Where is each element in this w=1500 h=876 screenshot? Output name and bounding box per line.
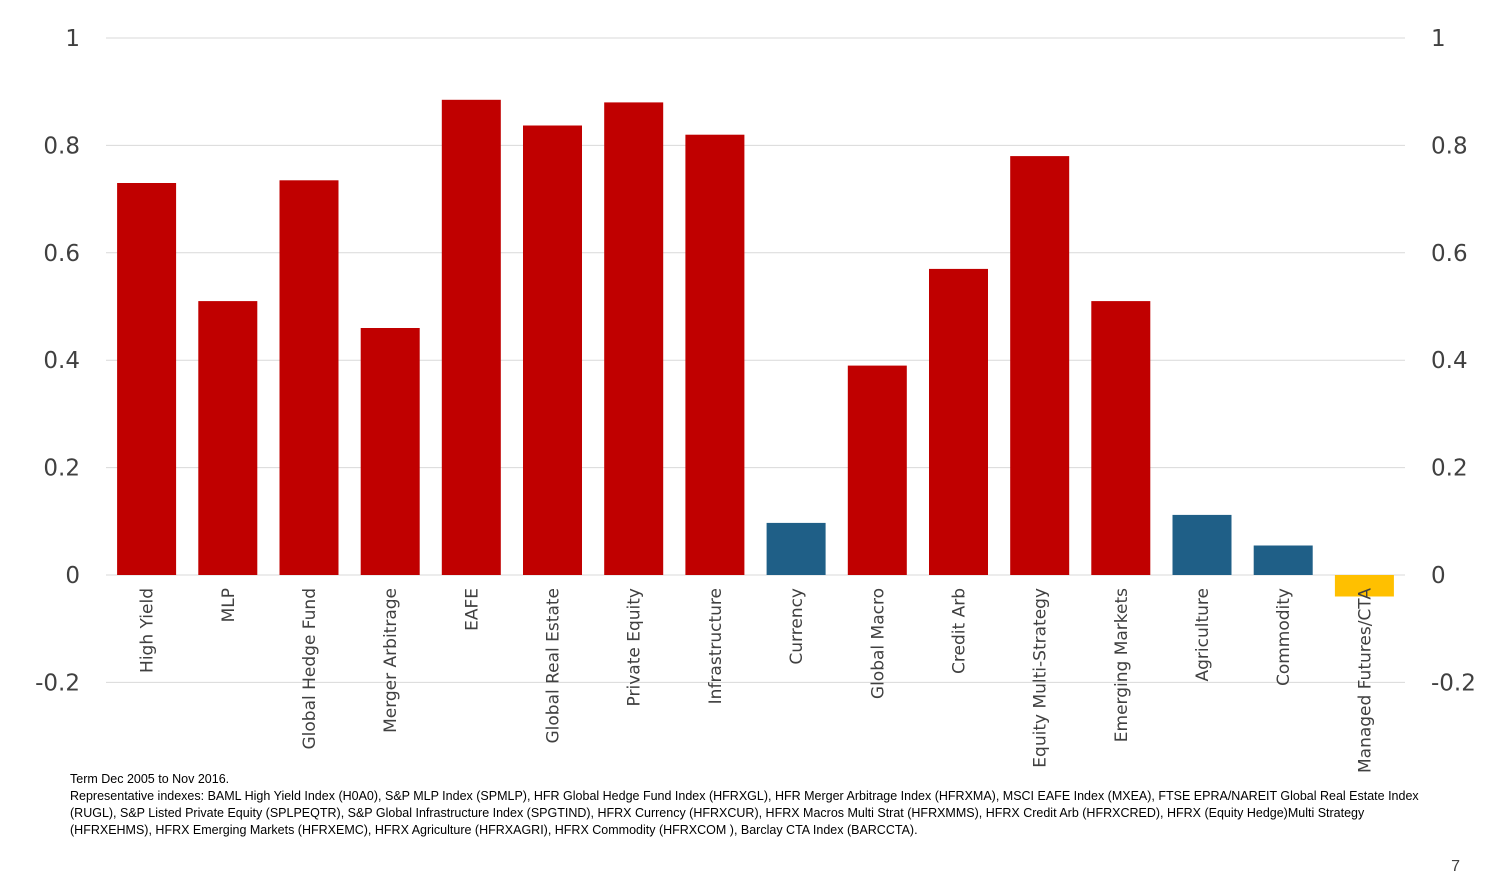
bar: [360, 328, 420, 575]
footnote: Term Dec 2005 to Nov 2016. Representativ…: [70, 771, 1440, 839]
left-tick-label: -0.2: [35, 670, 80, 696]
bar: [441, 99, 501, 576]
right-tick-label: 1: [1431, 26, 1446, 52]
page-number: 7: [1451, 858, 1460, 875]
category-label: Private Equity: [625, 588, 645, 706]
bar: [1091, 301, 1151, 575]
bar: [604, 102, 664, 576]
right-tick-label: 0.6: [1431, 241, 1468, 267]
bar: [279, 180, 339, 576]
left-tick-label: 0.8: [43, 133, 80, 159]
left-tick-label: 1: [65, 26, 80, 52]
bars: [117, 99, 1394, 597]
bar: [929, 268, 988, 575]
left-tick-label: 0.4: [43, 348, 80, 374]
category-label: Currency: [787, 588, 807, 665]
left-tick-label: 0.2: [43, 456, 80, 482]
category-label: Credit Arb: [950, 588, 970, 674]
category-label: Global Macro: [868, 588, 888, 699]
right-tick-label: -0.2: [1431, 670, 1476, 696]
right-tick-label: 0: [1431, 563, 1446, 589]
right-tick-label: 0.2: [1431, 456, 1468, 482]
left-y-axis: 1 0.8 0.6 0.4 0.2 0 -0.2: [35, 26, 80, 696]
right-tick-label: 0.4: [1431, 348, 1468, 374]
category-label: High Yield: [138, 588, 158, 673]
category-label: Agriculture: [1193, 588, 1213, 682]
category-labels: High Yield MLP Global Hedge Fund Merger Arb…: [138, 588, 1376, 773]
category-label: EAFE: [462, 588, 482, 631]
footnote-indexes: Representative indexes: BAML High Yield …: [70, 789, 1419, 837]
bar: [523, 125, 582, 575]
left-tick-label: 0: [65, 563, 80, 589]
right-y-axis: 1 0.8 0.6 0.4 0.2 0 -0.2: [1431, 26, 1476, 696]
category-label: Infrastructure: [706, 588, 726, 704]
category-label: Emerging Markets: [1112, 588, 1132, 742]
bar: [1334, 575, 1394, 597]
bar: [685, 134, 745, 575]
category-label: Managed Futures/CTA: [1355, 588, 1375, 773]
bar: [117, 183, 177, 575]
bar: [847, 365, 907, 575]
category-label: MLP: [219, 588, 239, 622]
category-label: Global Hedge Fund: [300, 588, 320, 750]
bar: [1253, 545, 1313, 575]
category-label: Commodity: [1274, 588, 1294, 686]
bar: [198, 301, 258, 575]
right-tick-label: 0.8: [1431, 133, 1468, 159]
category-label: Equity Multi-Strategy: [1031, 588, 1051, 768]
bar: [1172, 514, 1232, 575]
bar: [1010, 156, 1070, 575]
category-label: Global Real Estate: [544, 588, 564, 744]
bar: [766, 522, 826, 575]
left-tick-label: 0.6: [43, 241, 80, 267]
footnote-term: Term Dec 2005 to Nov 2016.: [70, 772, 230, 786]
category-label: Merger Arbitrage: [381, 588, 401, 733]
